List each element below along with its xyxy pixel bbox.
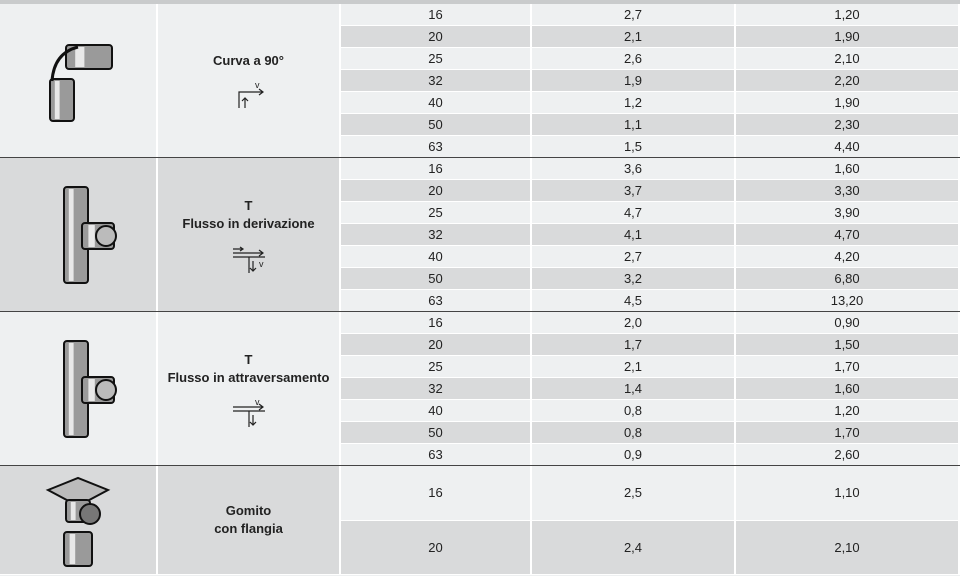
value-cell: 20 [341,520,532,575]
value-cell: 1,60 [736,158,960,180]
value-cell: 1,70 [736,356,960,378]
fitting-drawing [63,339,117,438]
value-cell: 2,4 [532,520,736,575]
value-cell: 32 [341,378,532,400]
value-cell: 40 [341,246,532,268]
value-cell: 16 [341,466,532,521]
value-cell: 4,40 [736,136,960,158]
value-cell: 0,8 [532,400,736,422]
fitting-drawing [45,476,111,567]
value-cell: 1,9 [532,70,736,92]
value-cell: 20 [341,334,532,356]
fitting-drawing [63,185,117,284]
value-cell: 3,6 [532,158,736,180]
value-cell: 13,20 [736,290,960,312]
value-cell: 1,90 [736,26,960,48]
value-cell: 1,50 [736,334,960,356]
value-cell: 63 [341,136,532,158]
value-cell: 1,2 [532,92,736,114]
value-cell: 3,30 [736,180,960,202]
value-cell: 3,2 [532,268,736,290]
value-cell: 1,10 [736,466,960,521]
value-cell: 25 [341,48,532,70]
value-cell: 1,20 [736,4,960,26]
value-cell: 2,30 [736,114,960,136]
value-cell: 40 [341,400,532,422]
value-cell: 2,7 [532,4,736,26]
value-cell: 4,70 [736,224,960,246]
value-cell: 1,5 [532,136,736,158]
value-cell: 2,5 [532,466,736,521]
flow-label: v [255,80,260,90]
flow-symbol: v [232,397,265,427]
value-cell: 32 [341,224,532,246]
name-line: T [244,351,253,367]
value-cell: 16 [341,312,532,334]
value-cell: 0,90 [736,312,960,334]
fitting-name: Curva a 90° v [158,4,341,158]
flow-label: v [255,397,260,407]
value-cell: 1,90 [736,92,960,114]
value-cell: 2,7 [532,246,736,268]
value-cell: 2,1 [532,356,736,378]
value-cell: 20 [341,26,532,48]
value-cell: 16 [341,4,532,26]
value-cell: 0,9 [532,444,736,466]
value-cell: 50 [341,268,532,290]
value-cell: 1,20 [736,400,960,422]
value-cell: 63 [341,444,532,466]
value-cell: 2,10 [736,520,960,575]
name-line: Flusso in derivazione [182,215,315,231]
fitting-image [0,158,158,312]
value-cell: 4,5 [532,290,736,312]
value-cell: 20 [341,180,532,202]
value-cell: 40 [341,92,532,114]
name-line: con flangia [214,521,283,536]
value-cell: 32 [341,70,532,92]
fitting-image [0,4,158,158]
value-cell: 4,1 [532,224,736,246]
value-cell: 4,20 [736,246,960,268]
value-cell: 0,8 [532,422,736,444]
value-cell: 6,80 [736,268,960,290]
fitting-name: T Flusso in attraversamento v [158,312,341,466]
value-cell: 50 [341,422,532,444]
name-line: Curva a 90° [213,52,284,68]
flow-symbol: v [232,246,265,273]
flow-symbol: v [237,80,264,108]
value-cell: 2,10 [736,48,960,70]
fitting-drawing [49,43,113,122]
name-line: T [244,197,253,213]
value-cell: 2,0 [532,312,736,334]
name-line: Flusso in attraversamento [167,369,330,385]
value-cell: 2,20 [736,70,960,92]
value-cell: 4,7 [532,202,736,224]
value-cell: 1,60 [736,378,960,400]
value-cell: 1,1 [532,114,736,136]
value-cell: 1,4 [532,378,736,400]
value-cell: 16 [341,158,532,180]
name-line: Gomito [225,503,272,518]
fitting-image [0,312,158,466]
value-cell: 1,7 [532,334,736,356]
fitting-image [0,466,158,575]
value-cell: 2,6 [532,48,736,70]
fitting-name: T Flusso in derivazione v [158,158,341,312]
header-strip [0,0,960,4]
value-cell: 25 [341,202,532,224]
value-cell: 25 [341,356,532,378]
flow-label: v [259,259,264,269]
value-cell: 50 [341,114,532,136]
value-cell: 3,7 [532,180,736,202]
value-cell: 2,60 [736,444,960,466]
value-cell: 1,70 [736,422,960,444]
fitting-name: Gomito con flangia [158,466,341,575]
value-cell: 2,1 [532,26,736,48]
value-cell: 63 [341,290,532,312]
value-cell: 3,90 [736,202,960,224]
